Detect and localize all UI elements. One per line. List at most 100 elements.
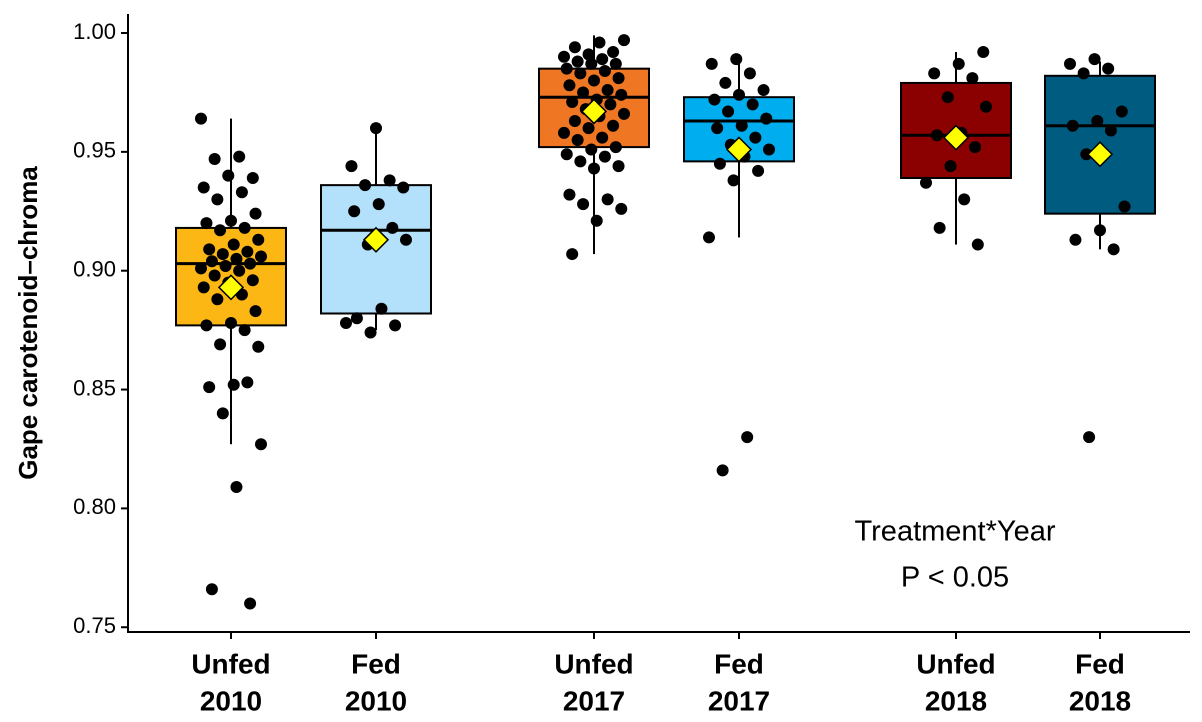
point — [389, 319, 402, 332]
mean-marker — [1086, 141, 1114, 168]
point — [582, 48, 595, 61]
y-axis-label: Gape carotenoid–chroma — [13, 166, 43, 480]
point — [558, 126, 570, 139]
point — [568, 114, 581, 127]
point — [203, 243, 216, 256]
point — [582, 122, 595, 135]
point — [615, 88, 628, 101]
y-tick-label: 0.85 — [73, 375, 116, 400]
point — [958, 193, 971, 206]
point — [609, 141, 622, 154]
point — [197, 281, 210, 294]
point — [598, 65, 611, 78]
point — [952, 57, 965, 70]
point — [615, 202, 628, 215]
point — [730, 53, 743, 66]
point — [571, 133, 584, 146]
point — [977, 46, 990, 59]
point — [203, 381, 216, 394]
point — [705, 57, 718, 70]
point — [760, 112, 773, 125]
point — [372, 198, 385, 211]
y-tick-label: 0.75 — [73, 613, 116, 638]
mean-marker — [362, 226, 390, 253]
point — [1088, 53, 1101, 66]
point — [345, 160, 358, 173]
point — [735, 119, 748, 132]
point — [195, 112, 207, 125]
x-tick-label: Unfed — [916, 648, 995, 679]
point — [612, 160, 625, 173]
point — [216, 248, 229, 261]
point — [930, 129, 943, 142]
point — [1077, 67, 1090, 80]
point — [370, 122, 382, 135]
point — [763, 143, 775, 156]
point — [741, 431, 754, 444]
point — [585, 57, 598, 70]
x-tick-label: 2017 — [563, 685, 625, 716]
point — [607, 46, 620, 59]
point — [227, 238, 240, 251]
point — [340, 317, 352, 329]
annotation: P < 0.05 — [901, 562, 1009, 594]
point — [604, 98, 617, 111]
point — [214, 338, 227, 351]
point — [195, 262, 207, 275]
point — [383, 174, 396, 187]
point — [607, 119, 620, 132]
point — [249, 305, 262, 318]
point — [601, 193, 614, 206]
mean-marker — [942, 124, 970, 151]
point — [238, 324, 251, 337]
point — [711, 122, 724, 135]
point — [238, 221, 251, 234]
point — [1083, 431, 1096, 444]
point — [966, 72, 979, 85]
point — [205, 583, 218, 596]
point — [235, 186, 248, 199]
point — [1107, 243, 1120, 256]
point — [716, 464, 729, 477]
x-tick-label: Unfed — [554, 648, 633, 679]
annotation: Treatment*Year — [855, 516, 1056, 548]
point — [713, 157, 726, 170]
point — [596, 53, 609, 66]
point — [733, 88, 745, 101]
y-tick-label: 0.95 — [73, 138, 116, 163]
x-tick-label: Fed — [714, 648, 764, 679]
point — [1066, 119, 1079, 132]
point — [244, 257, 257, 270]
point — [563, 188, 576, 201]
point — [252, 340, 265, 353]
point — [1115, 105, 1128, 118]
point — [230, 252, 243, 265]
point — [197, 181, 210, 194]
point — [1094, 224, 1106, 237]
point — [593, 36, 606, 49]
point — [1118, 200, 1131, 213]
y-tick-label: 1.00 — [73, 19, 116, 44]
point — [200, 319, 213, 332]
point — [208, 269, 221, 282]
point — [596, 131, 609, 144]
x-tick-label: Fed — [351, 648, 401, 679]
point — [255, 250, 267, 263]
point — [571, 55, 584, 68]
point — [397, 181, 410, 194]
point — [1064, 57, 1076, 70]
point — [618, 107, 630, 120]
point — [749, 131, 762, 144]
point — [588, 74, 600, 87]
point — [211, 193, 224, 206]
point — [1104, 124, 1117, 137]
point — [563, 79, 576, 92]
point — [225, 317, 237, 329]
point — [1080, 148, 1093, 161]
point — [558, 50, 570, 63]
point — [568, 41, 581, 54]
point — [386, 221, 399, 234]
point — [590, 214, 603, 227]
point — [746, 98, 759, 111]
